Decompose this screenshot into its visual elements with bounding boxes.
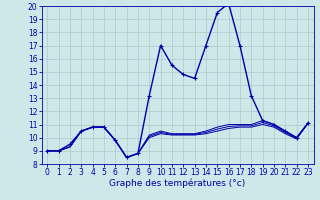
X-axis label: Graphe des températures (°c): Graphe des températures (°c) (109, 179, 246, 188)
